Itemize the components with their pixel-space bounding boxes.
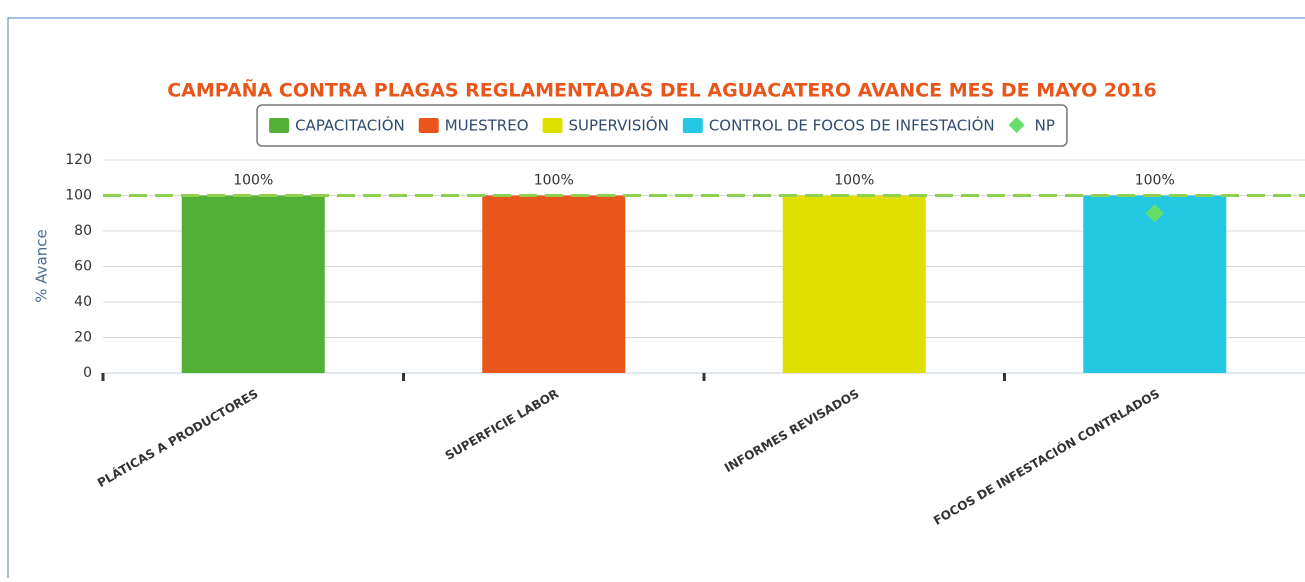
legend-swatch [418, 118, 439, 133]
marker [1145, 204, 1164, 223]
chart-title: CAMPAÑA CONTRA PLAGAS REGLAMENTADAS DEL … [167, 78, 1157, 102]
y-tick-label: 40 [74, 294, 92, 310]
x-tick-label: SUPERFICIE LABOR [443, 387, 561, 463]
legend-label: MUESTREO [445, 117, 529, 135]
legend-label: CONTROL DE FOCOS DE INFESTACIÓN [709, 116, 995, 135]
data-label: 100% [1135, 173, 1175, 189]
legend-swatch [542, 118, 563, 133]
y-tick-label: 100 [65, 188, 92, 204]
legend-marker [1008, 117, 1025, 133]
data-label: 100% [233, 173, 273, 189]
legend-label: SUPERVISIÓN [569, 116, 669, 135]
x-tick-label: INFORMES REVISADOS [722, 387, 862, 476]
x-tick-label: FOCOS DE INFESTACIÓN CONTRLADOS [931, 386, 1162, 528]
legend: CAPACITACIÓN MUESTREO SUPERVISIÓN CONTROL D… [269, 116, 1055, 135]
frame [7, 17, 1305, 578]
bar [181, 195, 325, 373]
y-tick-label: 0 [83, 365, 92, 381]
y-tick-label: 60 [74, 259, 92, 275]
y-tick-label: 80 [74, 223, 92, 239]
legend-box [256, 104, 1068, 147]
y-axis-label: % Avance [33, 229, 51, 302]
bar [1083, 195, 1227, 373]
legend-swatch [269, 118, 290, 133]
y-tick-label: 20 [74, 330, 92, 346]
bar [482, 195, 626, 373]
data-label: 100% [834, 173, 874, 189]
legend-label: NP [1035, 117, 1055, 135]
x-tick-label: PLÁTICAS A PRODUCTORES [94, 386, 260, 491]
bar [782, 195, 926, 373]
legend-label: CAPACITACIÓN [295, 116, 405, 135]
y-tick-label: 120 [65, 152, 92, 168]
data-label: 100% [534, 173, 574, 189]
legend-swatch [682, 118, 703, 133]
